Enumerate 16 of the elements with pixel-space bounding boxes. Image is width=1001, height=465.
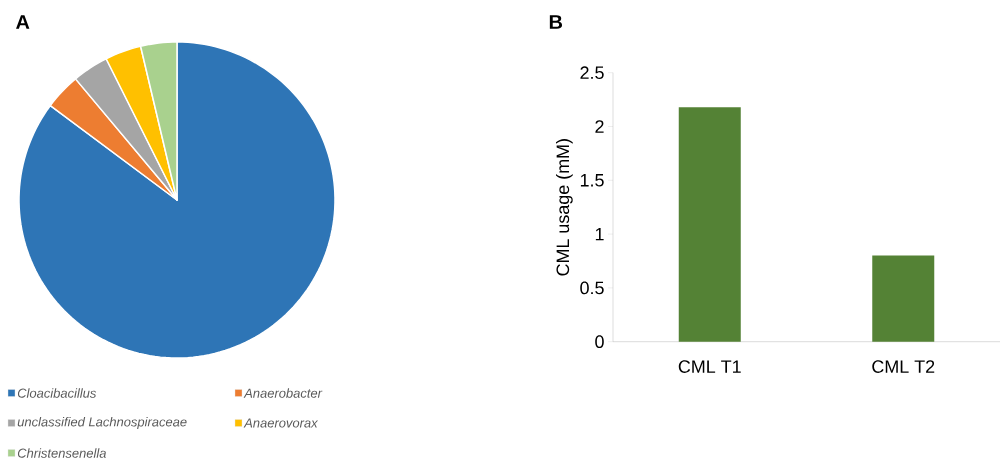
x-tick-label: CML T2 [872, 360, 935, 373]
y-tick-label: 0.5 [580, 281, 604, 295]
y-tick-label: 0 [595, 335, 604, 349]
legend-label: Anaerobacter [243, 388, 323, 398]
legend-label: Christensenella [17, 448, 107, 458]
legend-label: unclassified Lachnospiraceae [17, 416, 187, 430]
y-tick-label: 2.5 [580, 66, 604, 80]
chart-title: B [549, 15, 563, 29]
y-tick-label: 2 [595, 120, 604, 133]
legend-label: Cloacibacillus [17, 388, 97, 398]
chart-title: A [16, 15, 30, 29]
y-tick-label: 1 [595, 227, 604, 241]
y-axis-title: CML usage (mM) [556, 139, 573, 276]
y-tick-label: 1.5 [580, 174, 604, 187]
x-tick-label: CML T1 [678, 360, 741, 373]
legend-label: Anaerovorax [243, 418, 319, 428]
